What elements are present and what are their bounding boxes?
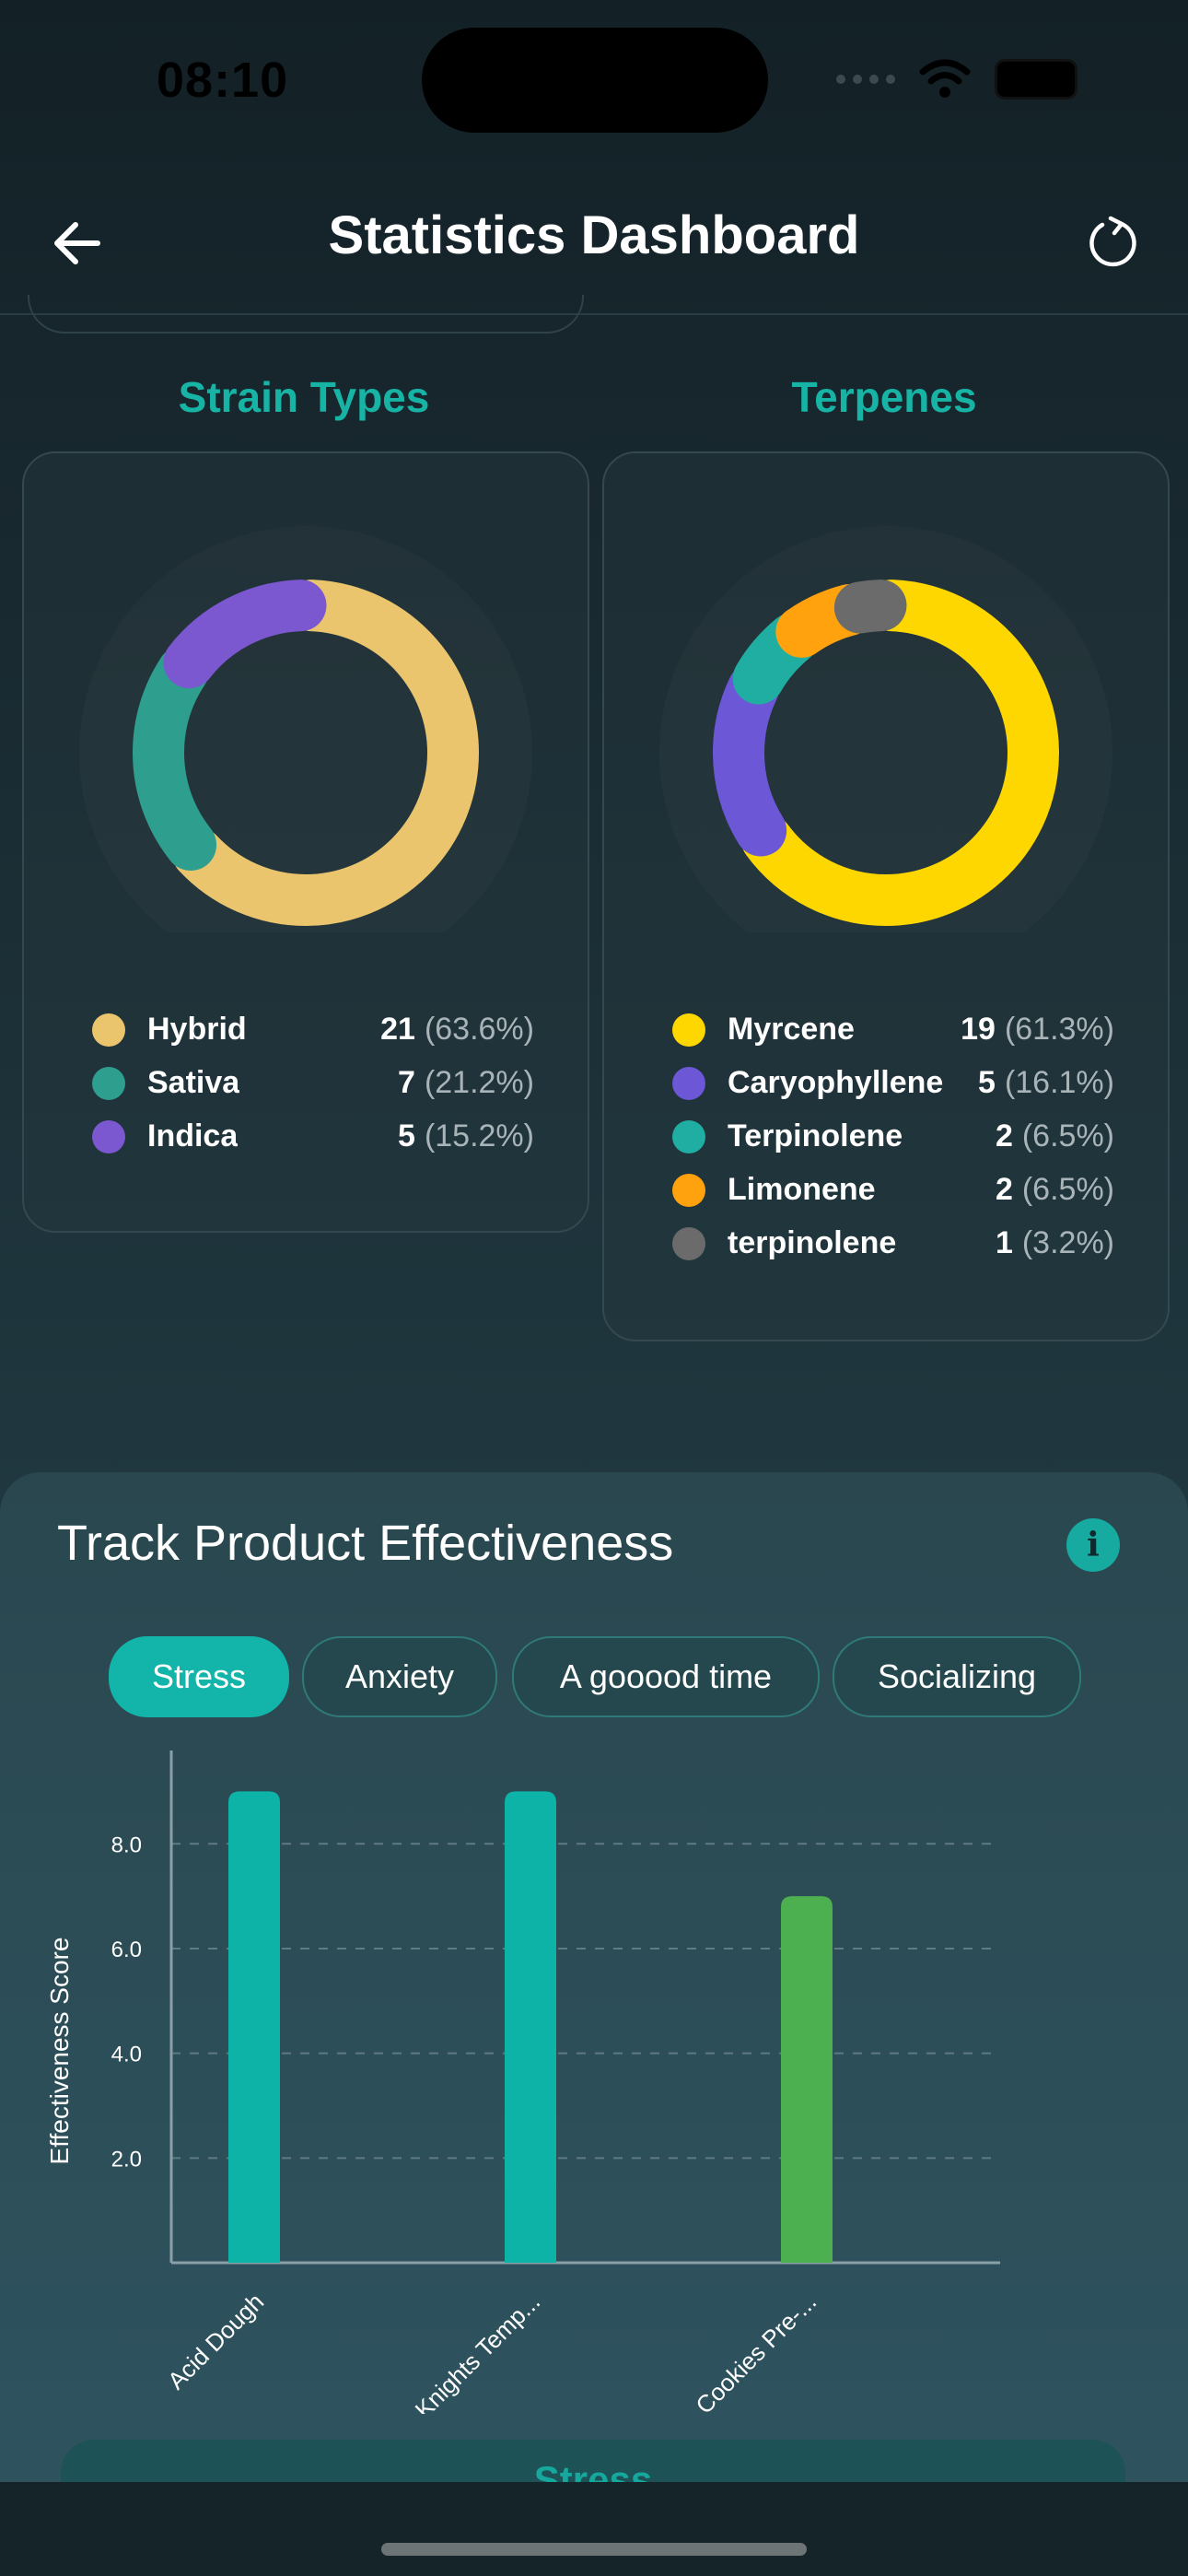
legend-dot: [672, 1173, 705, 1207]
legend-value: 2 (6.5%): [996, 1118, 1114, 1154]
terpene-slice-caryophyllene[interactable]: [713, 580, 1059, 926]
legend-value: 19 (61.3%): [961, 1012, 1114, 1048]
bar-1[interactable]: [228, 1791, 280, 2263]
info-button[interactable]: i: [1066, 1518, 1120, 1572]
x-tick-label: Knights Temp...: [410, 2288, 546, 2414]
effectiveness-title: Track Product Effectiveness: [57, 1516, 674, 1571]
legend-count: 5: [978, 1065, 996, 1100]
bar-2[interactable]: [505, 1791, 556, 2263]
chip-anxiety[interactable]: Anxiety: [302, 1636, 497, 1717]
terpene-legend-item[interactable]: terpinolene 1 (3.2%): [672, 1225, 1114, 1261]
legend-percent: (16.1%): [1004, 1065, 1114, 1100]
legend-name: Myrcene: [728, 1012, 855, 1047]
strain-slice-sativa[interactable]: [133, 580, 479, 926]
strain-legend-item[interactable]: Sativa 7 (21.2%): [92, 1065, 534, 1101]
terpene-legend-item[interactable]: Caryophyllene 5 (16.1%): [672, 1065, 1114, 1101]
status-icons: [836, 59, 1077, 100]
legend-dot: [92, 1119, 125, 1153]
legend-name: Indica: [147, 1118, 239, 1153]
arrow-left-icon: [54, 222, 100, 264]
legend-percent: (63.6%): [424, 1012, 534, 1047]
legend-count: 5: [398, 1118, 415, 1153]
refresh-button[interactable]: [1076, 206, 1149, 280]
wifi-icon: [919, 59, 971, 98]
legend-value: 1 (3.2%): [996, 1225, 1114, 1261]
signal-icon: [836, 75, 895, 84]
status-time: 08:10: [157, 53, 289, 108]
terpenes-donut-chart: [713, 580, 1059, 926]
bottom-bar: [0, 2482, 1188, 2576]
legend-name: Sativa: [147, 1065, 240, 1100]
strain-types-title: Strain Types: [178, 373, 430, 421]
legend-value: 5 (16.1%): [978, 1065, 1114, 1101]
legend-count: 1: [995, 1225, 1013, 1260]
effectiveness-bar-chart: 2.0 4.0 6.0 8.0 Acid Dough Knights Temp... Coo…: [111, 1751, 1000, 2414]
x-tick-label: Cookies Pre-...: [690, 2288, 821, 2414]
legend-percent: (61.3%): [1004, 1012, 1114, 1047]
previous-card-edge: [28, 295, 584, 334]
bar-3[interactable]: [781, 1896, 833, 2263]
legend-percent: (21.2%): [424, 1065, 534, 1100]
app-header: [0, 166, 1188, 315]
home-indicator[interactable]: [381, 2543, 807, 2556]
chip-socializing[interactable]: Socializing: [833, 1636, 1081, 1717]
terpene-legend-item[interactable]: Limonene 2 (6.5%): [672, 1172, 1114, 1208]
legend-count: 2: [995, 1118, 1013, 1153]
page-title: Statistics Dashboard: [328, 205, 860, 265]
y-tick-label: 4.0: [111, 2043, 142, 2067]
legend-value: 21 (63.6%): [380, 1012, 534, 1048]
strain-legend-item[interactable]: Indica 5 (15.2%): [92, 1118, 534, 1154]
legend-percent: (15.2%): [424, 1118, 534, 1153]
legend-percent: (6.5%): [1021, 1118, 1114, 1153]
legend-dot: [92, 1013, 125, 1047]
info-icon: i: [1087, 1526, 1100, 1564]
dynamic-island: [422, 28, 768, 133]
chip-a-good-time[interactable]: A gooood time: [512, 1636, 820, 1717]
strain-slice-indica[interactable]: [133, 580, 479, 926]
legend-value: 5 (15.2%): [398, 1118, 534, 1154]
terpenes-title: Terpenes: [791, 373, 977, 421]
terpene-slice-terpinolene[interactable]: [713, 580, 1059, 926]
y-tick-label: 6.0: [111, 1938, 142, 1962]
legend-dot: [672, 1226, 705, 1260]
strain-donut-chart: [133, 580, 479, 926]
battery-icon: [995, 59, 1077, 100]
chip-stress[interactable]: Stress: [109, 1636, 289, 1717]
legend-count: 7: [398, 1065, 415, 1100]
terpene-legend-item[interactable]: Terpinolene 2 (6.5%): [672, 1118, 1114, 1154]
legend-dot: [672, 1013, 705, 1047]
y-tick-label: 2.0: [111, 2147, 142, 2172]
x-tick-label: Acid Dough: [162, 2288, 269, 2395]
legend-dot: [92, 1066, 125, 1100]
legend-count: 19: [961, 1012, 996, 1047]
legend-count: 21: [380, 1012, 415, 1047]
legend-name: Caryophyllene: [728, 1065, 944, 1100]
legend-name: Terpinolene: [728, 1118, 903, 1153]
refresh-icon: [1089, 216, 1136, 267]
legend-name: Hybrid: [147, 1012, 247, 1047]
legend-value: 2 (6.5%): [996, 1172, 1114, 1208]
back-button[interactable]: [41, 206, 114, 280]
legend-count: 2: [995, 1172, 1013, 1207]
terpene-legend-item[interactable]: Myrcene 19 (61.3%): [672, 1012, 1114, 1048]
strain-legend-item[interactable]: Hybrid 21 (63.6%): [92, 1012, 534, 1048]
strain-types-card: Hybrid 21 (63.6%) Sativa 7 (21.2%) Indica 5 (15.…: [22, 451, 589, 1233]
legend-dot: [672, 1119, 705, 1153]
legend-percent: (3.2%): [1021, 1225, 1114, 1260]
terpenes-card: Myrcene 19 (61.3%) Caryophyllene 5 (16.1%) Ter…: [602, 451, 1170, 1341]
y-tick-label: 8.0: [111, 1832, 142, 1857]
legend-name: terpinolene: [728, 1225, 897, 1260]
legend-name: Limonene: [728, 1172, 876, 1207]
legend-dot: [672, 1066, 705, 1100]
legend-value: 7 (21.2%): [398, 1065, 534, 1101]
legend-percent: (6.5%): [1021, 1172, 1114, 1207]
